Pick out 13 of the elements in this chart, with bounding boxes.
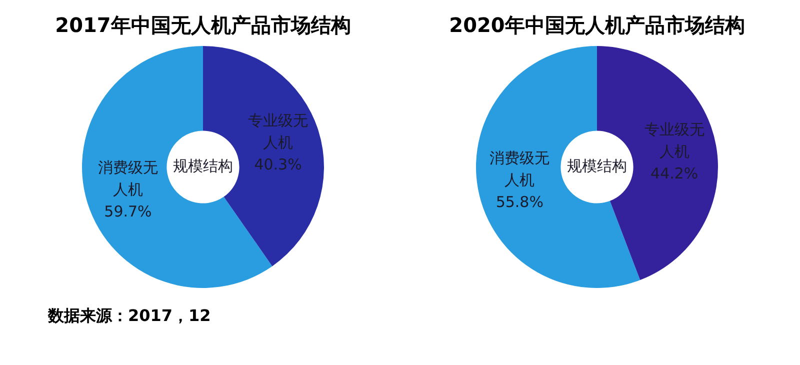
text: 规模结构	[173, 156, 233, 175]
source-note: 数据来源：2017，12	[46, 306, 212, 327]
data-label: 55.8%	[496, 193, 544, 212]
chart-title: 2020年中国无人机产品市场结构	[448, 12, 746, 39]
chart-title: 2017年中国无人机产品市场结构	[54, 12, 352, 39]
data-label: 40.3%	[254, 155, 302, 174]
text: 规模结构	[567, 156, 627, 175]
slice-label: 专业级无人机	[644, 120, 704, 161]
slice-label: 消费级无人机	[490, 149, 550, 190]
data-label: 59.7%	[104, 202, 152, 220]
data-label: 44.2%	[650, 164, 698, 183]
slice-label: 专业级无人机	[248, 111, 308, 152]
slice-label: 消费级无人机	[98, 158, 158, 198]
